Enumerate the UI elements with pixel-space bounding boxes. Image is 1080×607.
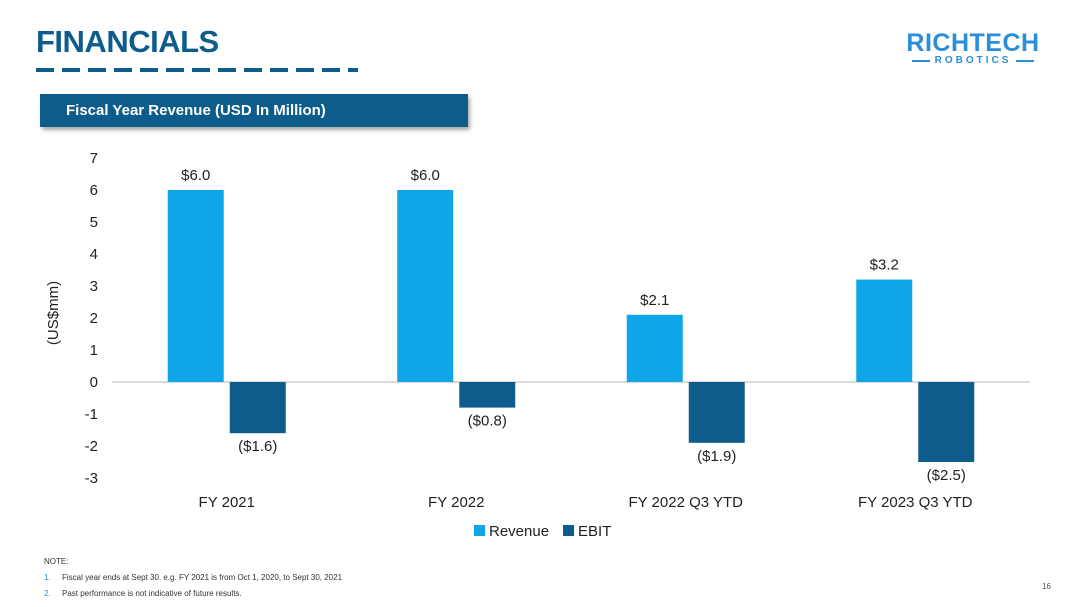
y-tick-label: 6: [90, 182, 98, 199]
footnotes: NOTE: 1. Fiscal year ends at Sept 30. e.g…: [44, 557, 342, 605]
page-number: 16: [1042, 582, 1051, 591]
note-number: 1.: [44, 573, 51, 582]
revenue-bar: [626, 314, 683, 382]
notes-heading: NOTE:: [44, 557, 69, 566]
x-tick-label: FY 2022: [428, 494, 484, 511]
revenue-bar: [167, 190, 224, 382]
y-tick-label: 0: [90, 374, 98, 391]
ebit-bar: [459, 382, 516, 408]
ebit-bar: [918, 382, 975, 462]
logo-rule-left: [911, 60, 930, 62]
y-tick-label: 7: [90, 150, 98, 167]
logo-rule-right: [1016, 60, 1035, 62]
revenue-data-label: $6.0: [181, 167, 210, 184]
revenue-data-label: $3.2: [870, 257, 899, 274]
note-number: 2.: [44, 589, 51, 598]
ebit-data-label: ($1.9): [697, 448, 736, 465]
legend-swatch: [563, 525, 575, 536]
ebit-bar: [229, 382, 286, 434]
note-text: Fiscal year ends at Sept 30. e.g. FY 202…: [62, 573, 343, 582]
company-logo: RICHTECH ROBOTICS: [900, 30, 1046, 66]
title-underline: [36, 68, 358, 72]
page-title: FINANCIALS: [36, 24, 219, 59]
revenue-data-label: $2.1: [640, 292, 669, 309]
ebit-data-label: ($1.6): [238, 438, 277, 455]
ebit-bar: [688, 382, 745, 443]
ebit-data-label: ($2.5): [927, 467, 966, 484]
note-text: Past performance is not indicative of fu…: [62, 589, 242, 598]
y-tick-label: 4: [90, 246, 98, 263]
logo-wordmark: RICHTECH: [906, 29, 1040, 57]
ebit-data-label: ($0.8): [468, 413, 507, 430]
legend-swatch: [474, 525, 485, 536]
y-tick-label: -3: [85, 470, 98, 487]
y-tick-label: 2: [90, 310, 98, 327]
y-tick-label: 1: [90, 342, 98, 359]
revenue-data-label: $6.0: [411, 167, 440, 184]
x-tick-label: FY 2023 Q3 YTD: [858, 494, 973, 511]
revenue-bar: [397, 190, 454, 382]
logo-subtitle: ROBOTICS: [934, 55, 1012, 66]
legend-label: EBIT: [578, 523, 611, 540]
x-tick-label: FY 2021: [199, 494, 255, 511]
chart-title-banner: Fiscal Year Revenue (USD In Million): [40, 94, 468, 127]
note-item: 2. Past performance is not indicative of …: [44, 589, 342, 598]
y-tick-label: -2: [85, 438, 98, 455]
y-tick-label: -1: [85, 406, 98, 423]
y-axis-title: (US$mm): [45, 281, 62, 345]
x-tick-label: FY 2022 Q3 YTD: [628, 494, 743, 511]
legend-label: Revenue: [489, 523, 549, 540]
revenue-bar: [856, 279, 913, 382]
logo-subline: ROBOTICS: [900, 56, 1046, 66]
y-tick-label: 3: [90, 278, 98, 295]
y-tick-label: 5: [90, 214, 98, 231]
note-item: 1. Fiscal year ends at Sept 30. e.g. FY 2…: [44, 573, 342, 582]
